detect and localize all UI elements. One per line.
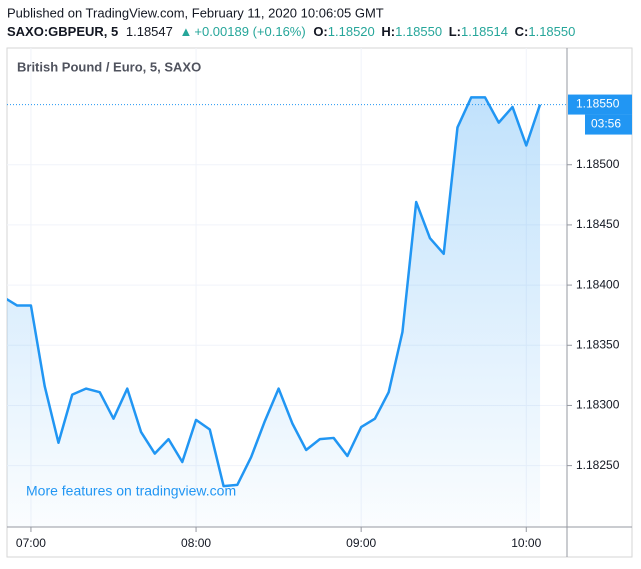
chart-title: British Pound / Euro, 5, SAXO <box>17 59 201 74</box>
last-price-box <box>568 94 632 115</box>
change: +0.00189 (+0.16%) <box>194 24 305 39</box>
area-fill <box>7 97 541 527</box>
quote-line: SAXO:GBPEUR, 5 1.18547 ▲ +0.00189 (+0.16%… <box>7 24 575 39</box>
y-tick-label: 1.18300 <box>576 398 620 412</box>
plot <box>7 96 542 527</box>
x-tick-label: 09:00 <box>346 536 376 550</box>
ohlc-label: O: <box>313 24 327 39</box>
symbol: SAXO:GBPEUR, 5 <box>7 24 118 39</box>
ohlc-label: H: <box>381 24 395 39</box>
y-tick-label: 1.18350 <box>576 337 620 351</box>
x-tick-label: 10:00 <box>511 536 541 550</box>
x-tick-label: 07:00 <box>16 536 46 550</box>
y-tick-label: 1.18250 <box>576 458 620 472</box>
countdown-label: 03:56 <box>591 117 621 131</box>
up-arrow: ▲ <box>180 24 193 39</box>
watermark: More features on tradingview.com <box>26 483 236 499</box>
ohlc-value: 1.18550 <box>395 24 442 39</box>
x-tick-label: 08:00 <box>181 536 211 550</box>
y-tick-label: 1.18500 <box>576 157 620 171</box>
ohlc-value: 1.18514 <box>461 24 508 39</box>
last: 1.18547 <box>126 24 173 39</box>
ohlc-value: 1.18520 <box>328 24 375 39</box>
axes: 1.18250 1.18300 1.18350 1.18400 1.18450 1.185… <box>7 94 632 550</box>
y-tick-label: 1.18450 <box>576 217 620 231</box>
ohlc-label: L: <box>449 24 461 39</box>
price-line <box>7 96 542 488</box>
published-line: Published on TradingView.com, February 1… <box>7 5 384 20</box>
ohlc-value: 1.18550 <box>528 24 575 39</box>
last-price-label: 1.18550 <box>576 97 620 111</box>
y-tick-label: 1.18400 <box>576 277 620 291</box>
countdown-box <box>585 114 632 135</box>
ohlc-label: C: <box>515 24 529 39</box>
